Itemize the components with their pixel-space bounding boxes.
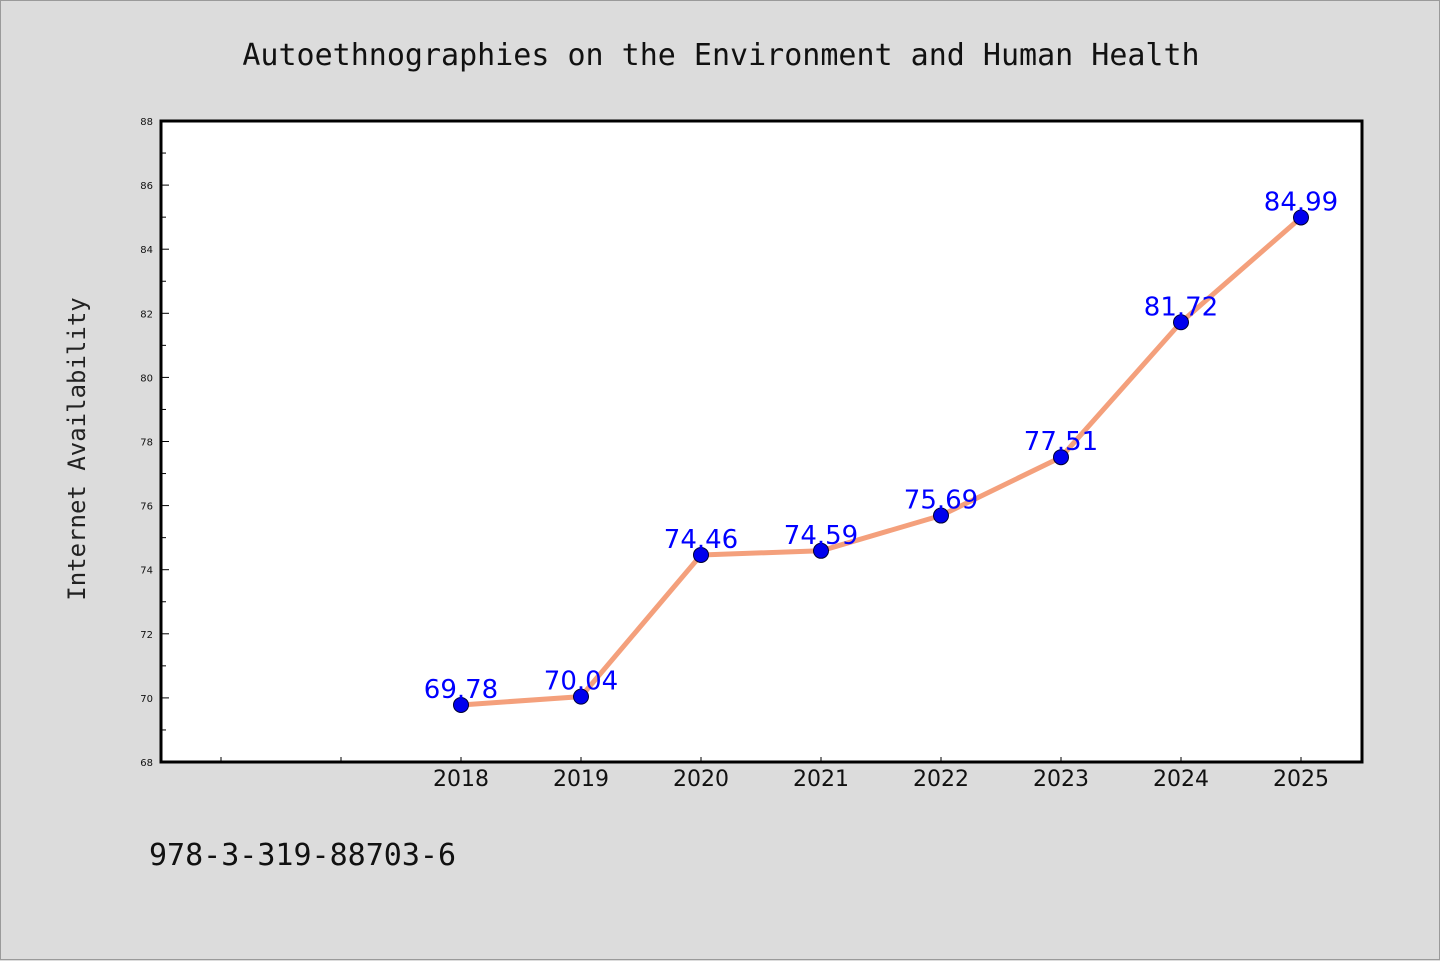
plot-area (159, 119, 1364, 764)
data-label: 84.99 (1264, 187, 1338, 217)
y-tick-label: 84 (140, 245, 153, 256)
data-point (453, 696, 469, 713)
y-tick-label: 76 (140, 502, 153, 513)
data-point (693, 546, 709, 563)
x-axis: 2018 2019 2020 2021 2022 2023 2024 2025 (220, 757, 1329, 792)
data-label: 77.51 (1024, 427, 1098, 457)
y-tick-label: 74 (140, 566, 153, 577)
x-tick-label: 2023 (1033, 767, 1089, 792)
data-point (1293, 209, 1309, 226)
data-label: 74.46 (664, 525, 738, 555)
y-tick-label: 80 (140, 373, 153, 384)
series-line-group: 69.78 70.04 74.46 74.59 75.69 77.51 81.72 84.99 (424, 187, 1338, 713)
y-tick-label: 72 (140, 630, 153, 641)
y-tick-label: 82 (140, 309, 153, 320)
y-axis-label: Internet Availability (63, 297, 91, 600)
data-label: 70.04 (544, 667, 618, 697)
x-tick-label: 2018 (433, 767, 489, 792)
series-line (458, 214, 1304, 708)
x-tick-label: 2025 (1273, 767, 1329, 792)
x-tick-label: 2021 (793, 767, 849, 792)
data-point (933, 507, 949, 524)
y-axis: 68 70 72 74 76 78 80 82 84 86 88 (140, 117, 169, 769)
data-point (1173, 314, 1189, 331)
data-label: 74.59 (784, 521, 858, 551)
x-tick-label: 2020 (673, 767, 729, 792)
y-tick-label: 86 (140, 181, 153, 192)
data-label: 69.78 (424, 675, 498, 705)
x-tick-label: 2024 (1153, 767, 1209, 792)
data-point (813, 542, 829, 559)
data-point (1053, 449, 1069, 466)
y-tick-label: 78 (140, 438, 153, 449)
data-label: 75.69 (904, 486, 978, 516)
footer-code: 978-3-319-88703-6 (149, 838, 456, 873)
y-tick-label: 68 (140, 758, 153, 769)
x-tick-label: 2022 (913, 767, 969, 792)
data-label: 81.72 (1144, 292, 1218, 322)
data-point (573, 688, 589, 705)
y-tick-label: 88 (140, 117, 153, 128)
chart-title: Autoethnographies on the Environment and… (242, 38, 1199, 73)
x-tick-label: 2019 (553, 767, 609, 792)
y-tick-label: 70 (140, 694, 153, 705)
